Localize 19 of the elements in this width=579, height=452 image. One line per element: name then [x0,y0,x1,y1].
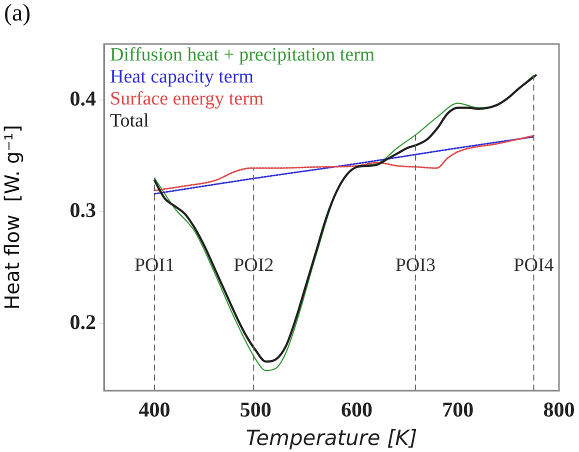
x-axis-title: Temperature [K] [246,426,418,450]
text: Heat capacity term [110,66,254,88]
ref-line-label: POI2 [234,254,274,276]
chart-title: (a) [4,0,31,26]
y-tick-label: 0.4 [70,86,96,110]
x-tick-label: 700 [442,398,474,422]
x-tick-label: 400 [138,398,170,422]
x-tick-label: 500 [240,398,272,422]
y-axis-title: Heat flow [W. g⁻¹] [0,124,24,310]
y-tick-label: 0.2 [70,310,96,334]
text: Surface energy term [110,88,264,110]
x-tick-label: 800 [543,398,575,422]
ref-line-label: POI1 [134,254,175,276]
text: Total [110,110,149,132]
ref-line-label: POI3 [395,254,436,276]
x-tick-label: 600 [341,398,373,422]
ref-line-label: POI4 [514,254,554,276]
text: Diffusion heat + precipitation term [110,44,375,66]
y-tick-label: 0.3 [70,198,96,222]
